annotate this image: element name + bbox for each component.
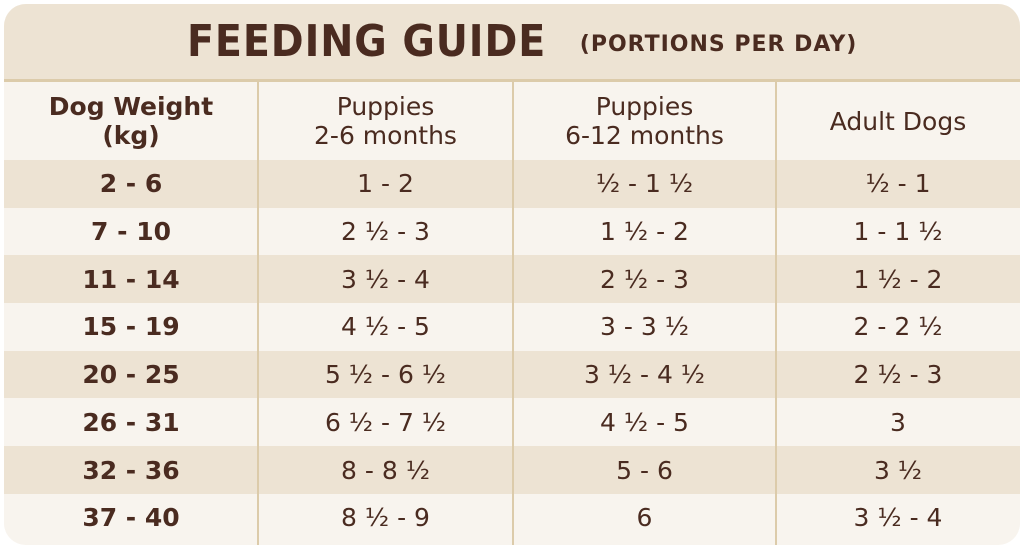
column-divider xyxy=(257,82,259,545)
header-cell: Adult Dogs xyxy=(776,82,1020,160)
table-cell: 1 - 1 ½ xyxy=(853,217,943,247)
header-text: Adult Dogs xyxy=(829,106,967,136)
header-cell: Dog Weight (kg) xyxy=(4,82,258,160)
table-cell: 6 ½ - 7 ½ xyxy=(324,407,447,437)
table-cell: 26 - 31 xyxy=(82,407,180,437)
table-cell: ½ - 1 ½ xyxy=(595,169,694,199)
header-text: Puppies xyxy=(336,92,435,121)
column-divider xyxy=(512,82,514,545)
table-cell: 5 - 6 xyxy=(616,455,673,485)
header-text: 2-6 months xyxy=(314,121,457,150)
header-cell: Puppies 6-12 months xyxy=(513,82,776,160)
table-cell: 2 ½ - 3 xyxy=(341,217,430,247)
table-cell: 1 - 2 xyxy=(357,169,414,199)
subtitle: (PORTIONS PER DAY) xyxy=(579,32,858,57)
table-cell: 3 ½ - 4 xyxy=(341,264,430,294)
table-cell: 3 - 3 ½ xyxy=(600,312,689,342)
header-text: 6-12 months xyxy=(565,121,724,150)
table-cell: 7 - 10 xyxy=(91,217,171,247)
table-cell: 37 - 40 xyxy=(82,503,180,533)
title: FEEDING GUIDE xyxy=(186,16,546,67)
table-cell: 2 ½ - 3 xyxy=(853,360,943,390)
table-cell: 3 xyxy=(890,407,906,437)
header-text: Dog Weight xyxy=(48,92,214,121)
table-cell: 15 - 19 xyxy=(82,312,180,342)
table-cell: 11 - 14 xyxy=(82,264,180,294)
table-cell: ½ - 1 xyxy=(865,169,931,199)
table-cell: 8 - 8 ½ xyxy=(341,455,430,485)
header-text: Puppies xyxy=(595,92,694,121)
table-cell: 2 ½ - 3 xyxy=(600,264,689,294)
table-cell: 4 ½ - 5 xyxy=(600,407,689,437)
table-cell: 3 ½ xyxy=(873,455,923,485)
table-cell: 8 ½ - 9 xyxy=(341,503,430,533)
table-cell: 4 ½ - 5 xyxy=(341,312,430,342)
table-cell: 2 - 6 xyxy=(99,169,163,199)
table-cell: 32 - 36 xyxy=(82,455,180,485)
title-bar: FEEDING GUIDE (PORTIONS PER DAY) xyxy=(4,4,1020,82)
header-cell: Puppies 2-6 months xyxy=(258,82,513,160)
table-cell: 2 - 2 ½ xyxy=(853,312,943,342)
table-cell: 1 ½ - 2 xyxy=(853,264,943,294)
feeding-guide-card: FEEDING GUIDE (PORTIONS PER DAY) Dog Wei… xyxy=(4,4,1020,545)
table-cell: 3 ½ - 4 xyxy=(853,503,943,533)
table-cell: 3 ½ - 4 ½ xyxy=(583,360,706,390)
column-divider xyxy=(775,82,777,545)
table-cell: 6 xyxy=(636,503,653,533)
table-cell: 5 ½ - 6 ½ xyxy=(324,360,447,390)
table-cell: 20 - 25 xyxy=(82,360,180,390)
header-text: (kg) xyxy=(102,121,160,150)
table-cell: 1 ½ - 2 xyxy=(600,217,689,247)
